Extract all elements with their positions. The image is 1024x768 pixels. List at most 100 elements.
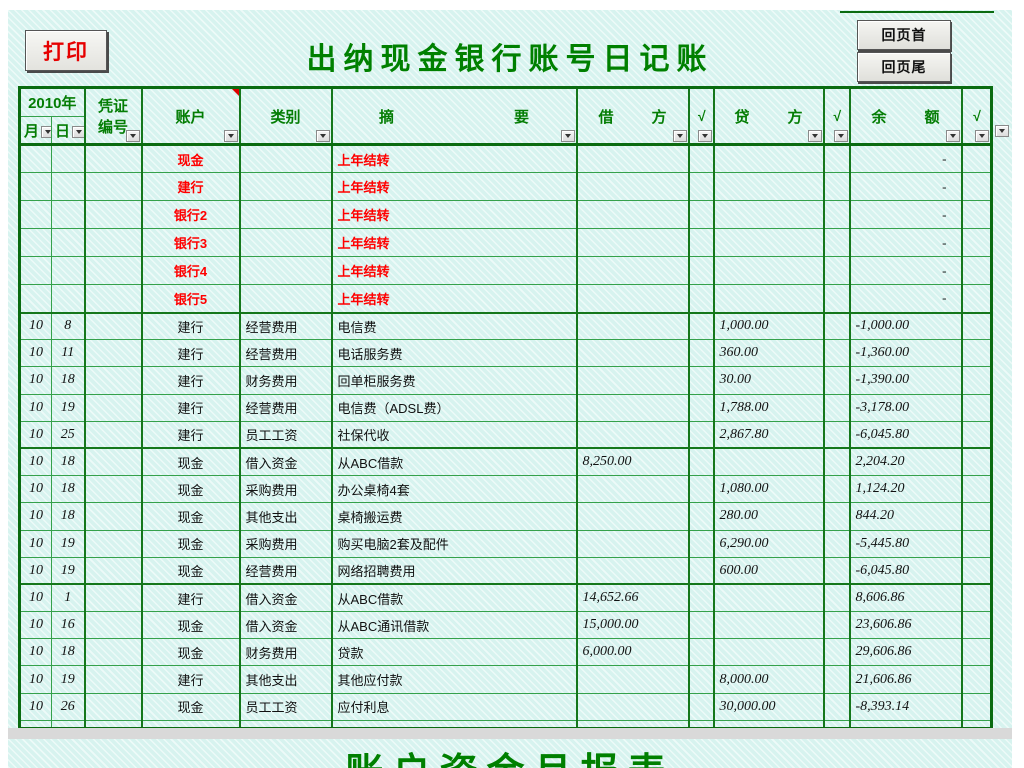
cell-voucher[interactable] [83, 420, 142, 449]
cell-category[interactable] [238, 200, 332, 229]
cell-balance[interactable]: 8,606.86 [848, 583, 962, 613]
cell-credit[interactable] [712, 583, 824, 613]
filter-credit-dropdown[interactable] [807, 130, 822, 142]
cell-account[interactable]: 建行 [140, 172, 240, 201]
cell-voucher[interactable] [83, 611, 142, 640]
cell-summary[interactable]: 社保代收 [330, 420, 577, 449]
cell-month[interactable]: 10 [19, 611, 52, 640]
cell-balance[interactable]: 2,204.20 [848, 447, 962, 477]
cell-month[interactable]: 10 [19, 447, 52, 477]
cell-credit-check[interactable] [822, 366, 850, 395]
cell-month[interactable]: 10 [19, 339, 52, 368]
cell-account[interactable]: 现金 [140, 611, 240, 640]
cell-credit[interactable] [712, 256, 824, 285]
cell-debit[interactable] [575, 144, 689, 173]
cell-summary[interactable]: 应付利息 [330, 692, 577, 721]
cell-voucher[interactable] [83, 284, 142, 313]
cell-debit-check[interactable] [687, 228, 714, 257]
cell-balance-check[interactable] [960, 284, 992, 313]
cell-month[interactable] [19, 256, 52, 285]
print-button[interactable]: 打印 [25, 30, 107, 71]
filter-balance-dropdown[interactable] [945, 130, 960, 142]
cell-account[interactable]: 现金 [140, 692, 240, 721]
cell-credit-check[interactable] [822, 172, 850, 201]
cell-category[interactable]: 员工工资 [238, 692, 332, 721]
cell-account[interactable]: 现金 [140, 144, 240, 173]
cell-day[interactable]: 18 [51, 366, 85, 395]
cell-voucher[interactable] [83, 366, 142, 395]
cell-credit-check[interactable] [822, 284, 850, 313]
cell-balance-check[interactable] [960, 339, 992, 368]
cell-summary[interactable]: 上年结转 [330, 172, 577, 201]
cell-balance[interactable]: -5,445.80 [848, 529, 962, 558]
cell-category[interactable]: 经营费用 [238, 311, 332, 341]
cell-voucher[interactable] [83, 583, 142, 613]
cell-debit[interactable]: 8,250.00 [575, 447, 689, 477]
cell-category[interactable] [238, 144, 332, 173]
cell-voucher[interactable] [83, 447, 142, 477]
cell-balance-check[interactable] [960, 172, 992, 201]
cell-month[interactable]: 10 [19, 366, 52, 395]
cell-credit[interactable]: 8,000.00 [712, 665, 824, 694]
cell-credit-check[interactable] [822, 144, 850, 173]
cell-debit-check[interactable] [687, 144, 714, 173]
cell-debit-check[interactable] [687, 284, 714, 313]
cell-balance-check[interactable] [960, 665, 992, 694]
cell-debit[interactable] [575, 556, 689, 585]
cell-account[interactable]: 现金 [140, 556, 240, 585]
cell-debit-check[interactable] [687, 256, 714, 285]
cell-month[interactable]: 10 [19, 556, 52, 585]
cell-debit-check[interactable] [687, 583, 714, 613]
cell-debit-check[interactable] [687, 366, 714, 395]
cell-credit[interactable] [712, 638, 824, 667]
cell-day[interactable]: 25 [51, 420, 85, 449]
cell-day[interactable]: 19 [51, 556, 85, 585]
cell-month[interactable] [19, 284, 52, 313]
cell-credit-check[interactable] [822, 228, 850, 257]
cell-category[interactable]: 经营费用 [238, 556, 332, 585]
cell-voucher[interactable] [83, 311, 142, 341]
cell-voucher[interactable] [83, 339, 142, 368]
cell-category[interactable] [238, 228, 332, 257]
cell-account[interactable]: 建行 [140, 339, 240, 368]
cell-credit[interactable] [712, 144, 824, 173]
cell-category[interactable] [238, 284, 332, 313]
cell-category[interactable]: 借入资金 [238, 583, 332, 613]
cell-summary[interactable]: 从ABC借款 [330, 447, 577, 477]
filter-balance-check-dropdown[interactable] [975, 130, 989, 142]
cell-category[interactable]: 借入资金 [238, 447, 332, 477]
cell-category[interactable]: 其他支出 [238, 502, 332, 531]
cell-month[interactable]: 10 [19, 665, 52, 694]
cell-balance[interactable]: 21,606.86 [848, 665, 962, 694]
cell-credit[interactable] [712, 447, 824, 477]
cell-month[interactable]: 10 [19, 529, 52, 558]
cell-debit-check[interactable] [687, 200, 714, 229]
cell-credit[interactable]: 280.00 [712, 502, 824, 531]
cell-voucher[interactable] [83, 228, 142, 257]
cell-month[interactable] [19, 228, 52, 257]
cell-debit[interactable] [575, 256, 689, 285]
cell-credit[interactable] [712, 284, 824, 313]
cell-day[interactable]: 11 [51, 339, 85, 368]
cell-balance-check[interactable] [960, 611, 992, 640]
cell-voucher[interactable] [83, 529, 142, 558]
cell-balance-check[interactable] [960, 447, 992, 477]
cell-category[interactable]: 财务费用 [238, 638, 332, 667]
cell-debit[interactable] [575, 339, 689, 368]
cell-month[interactable] [19, 144, 52, 173]
cell-voucher[interactable] [83, 692, 142, 721]
cell-debit[interactable] [575, 284, 689, 313]
cell-credit[interactable]: 1,788.00 [712, 393, 824, 422]
cell-day[interactable] [51, 284, 85, 313]
cell-debit[interactable]: 14,652.66 [575, 583, 689, 613]
cell-debit-check[interactable] [687, 393, 714, 422]
cell-category[interactable]: 经营费用 [238, 339, 332, 368]
goto-page-bottom-button[interactable]: 回页尾 [857, 52, 951, 82]
cell-credit-check[interactable] [822, 393, 850, 422]
cell-day[interactable] [51, 172, 85, 201]
cell-day[interactable] [51, 228, 85, 257]
cell-credit-check[interactable] [822, 692, 850, 721]
cell-credit-check[interactable] [822, 665, 850, 694]
cell-debit-check[interactable] [687, 692, 714, 721]
cell-debit-check[interactable] [687, 172, 714, 201]
